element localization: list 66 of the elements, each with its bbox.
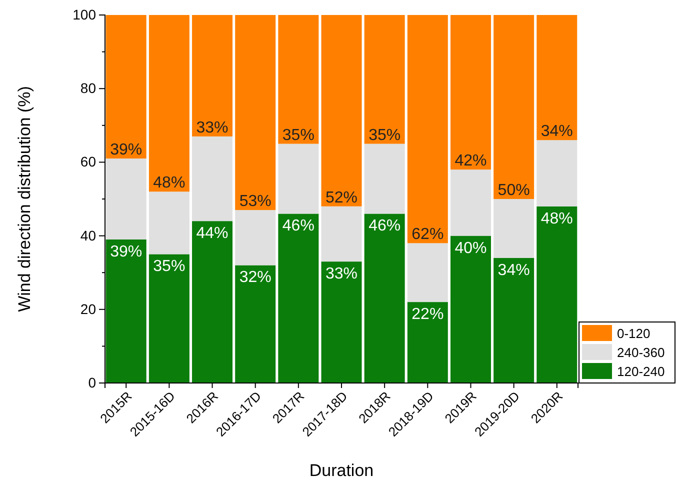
data-label: 35% (153, 258, 186, 276)
bar (278, 144, 319, 214)
data-label: 48% (540, 210, 573, 228)
data-label: 53% (239, 193, 272, 210)
data-label: 62% (412, 226, 444, 244)
data-label: 39% (110, 142, 142, 159)
bar (106, 158, 146, 240)
bar (364, 15, 405, 144)
data-label: 33% (325, 266, 358, 283)
y-tick-label: 60 (80, 154, 96, 170)
bar (148, 254, 190, 383)
bar (494, 258, 534, 383)
bar (536, 15, 578, 140)
data-label: 42% (454, 152, 487, 170)
y-tick-label: 0 (88, 374, 96, 390)
data-label: 46% (282, 218, 314, 235)
legend-label: 120-240 (617, 364, 665, 379)
bar (364, 144, 405, 214)
bar (450, 170, 491, 236)
bar (192, 136, 233, 222)
legend-label: 0-120 (617, 326, 650, 341)
data-label: 33% (196, 119, 228, 136)
bar (148, 192, 190, 254)
data-label: 34% (498, 262, 530, 279)
data-label: 50% (498, 182, 530, 199)
bar (494, 199, 534, 258)
bar (235, 15, 276, 210)
y-tick-label: 40 (80, 227, 96, 244)
data-label: 48% (153, 174, 186, 192)
data-label: 22% (412, 306, 444, 324)
bar (407, 243, 448, 302)
x-axis-title: Duration (309, 461, 374, 480)
bar (192, 221, 233, 383)
bar (536, 140, 578, 206)
data-label: 46% (368, 218, 401, 235)
y-tick-label: 80 (80, 80, 96, 96)
data-label: 52% (325, 189, 358, 206)
bar (321, 15, 362, 206)
legend-label: 240-360 (617, 345, 665, 360)
bar (278, 214, 319, 383)
y-tick-label: 100 (72, 6, 96, 22)
bar (235, 265, 276, 383)
bar (536, 206, 578, 383)
bar (407, 302, 448, 383)
data-label: 35% (368, 126, 401, 144)
bar (450, 15, 491, 170)
bar (321, 262, 362, 383)
bar (192, 15, 233, 136)
data-label: 34% (540, 123, 573, 140)
bar (148, 15, 190, 192)
bar (106, 15, 146, 159)
bar (494, 15, 534, 199)
bar (106, 239, 146, 383)
bar (235, 210, 276, 266)
data-label: 44% (196, 225, 228, 242)
y-tick-label: 20 (80, 300, 96, 317)
data-label: 35% (282, 126, 314, 144)
bar (278, 15, 319, 144)
bar (321, 206, 362, 262)
data-label: 39% (110, 243, 142, 260)
bar (407, 15, 448, 244)
data-label: 40% (454, 240, 487, 257)
bar (450, 236, 491, 383)
data-label: 32% (239, 269, 272, 286)
bar (364, 214, 405, 383)
y-axis-title: Wind direction distribution (%) (15, 86, 34, 312)
